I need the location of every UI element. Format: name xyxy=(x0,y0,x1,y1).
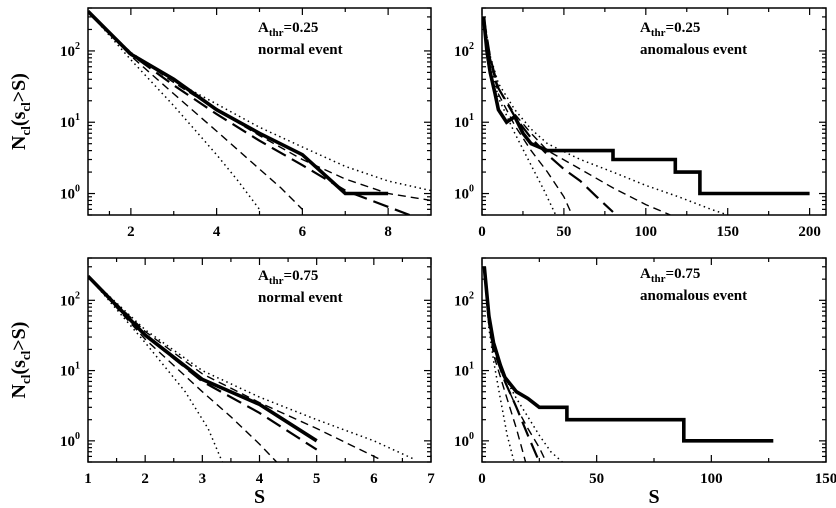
x-tick-label: 0 xyxy=(478,224,486,240)
series-dotted-upper xyxy=(88,10,431,192)
y-tick-label: 102 xyxy=(454,290,474,309)
x-tick-label: 200 xyxy=(798,224,821,240)
series-dash-upper xyxy=(88,10,431,202)
series-thick-solid xyxy=(482,16,810,196)
plot-frame xyxy=(481,7,827,216)
y-axis-title: Ncl(scl>S) xyxy=(8,73,33,150)
x-tick-label: 50 xyxy=(589,471,604,487)
y-axis-title: Ncl(scl>S) xyxy=(8,322,33,399)
threshold-annotation: Athr=0.25 xyxy=(640,20,700,39)
plot-frame xyxy=(87,257,432,463)
x-tick-label: 3 xyxy=(199,471,207,487)
x-tick-label: 2 xyxy=(141,471,149,487)
threshold-annotation: Athr=0.75 xyxy=(640,266,700,285)
y-tick-label: 101 xyxy=(60,112,80,131)
x-tick-label: 4 xyxy=(256,471,264,487)
panel-1: 100 101 102 2 4 6 8 Athr=0.25 normal event Ncl(sc… xyxy=(8,7,432,240)
y-tick-label: 101 xyxy=(454,361,474,380)
y-tick-label: 100 xyxy=(454,431,474,450)
series-dash-lower xyxy=(88,10,303,210)
x-tick-label: 1 xyxy=(84,471,92,487)
x-tick-label: 50 xyxy=(556,224,571,240)
event-annotation: normal event xyxy=(258,42,343,58)
event-annotation: anomalous event xyxy=(640,42,747,58)
x-tick-label: 100 xyxy=(635,224,658,240)
series-dash-lower xyxy=(483,266,527,462)
plot-frame xyxy=(87,7,432,216)
panel-2: 100 101 102 0 50 100 150 200 Athr=0.25 anomalous … xyxy=(454,7,827,240)
x-axis-title: S xyxy=(254,486,265,508)
y-tick-label: 100 xyxy=(60,431,80,450)
y-tick-label: 102 xyxy=(60,41,80,60)
x-tick-label: 5 xyxy=(313,471,321,487)
series-dotted-lower xyxy=(483,266,515,462)
threshold-annotation: Athr=0.75 xyxy=(258,268,318,287)
series-long-dash xyxy=(88,10,410,215)
series-dash-upper xyxy=(88,275,380,460)
panel-3: 100 101 102 1 2 3 4 5 6 7 Athr=0.75 normal event S Nc… xyxy=(8,257,435,508)
y-tick-label: 101 xyxy=(454,112,474,131)
series-dash-upper xyxy=(482,16,671,215)
series-dotted-lower xyxy=(88,275,223,462)
x-tick-label: 6 xyxy=(370,471,378,487)
x-tick-label: 0 xyxy=(478,471,486,487)
series-dash-lower xyxy=(88,275,278,462)
event-annotation: anomalous event xyxy=(640,288,747,304)
x-tick-label: 150 xyxy=(815,471,836,487)
series-dotted-upper xyxy=(483,266,563,462)
event-annotation: normal event xyxy=(258,290,343,306)
x-tick-label: 100 xyxy=(700,471,723,487)
series-dash-lower xyxy=(482,16,573,215)
y-tick-label: 100 xyxy=(60,184,80,203)
y-tick-label: 101 xyxy=(60,361,80,380)
y-tick-label: 102 xyxy=(454,41,474,60)
series-dash-upper xyxy=(483,266,547,462)
series-dotted-lower xyxy=(88,10,261,210)
threshold-annotation: Athr=0.25 xyxy=(258,20,318,39)
x-tick-label: 2 xyxy=(127,224,135,240)
x-tick-label: 8 xyxy=(384,224,392,240)
y-tick-label: 102 xyxy=(60,290,80,309)
x-tick-label: 7 xyxy=(427,471,435,487)
x-axis-title: S xyxy=(648,486,659,508)
series-dotted-lower xyxy=(482,16,557,215)
x-tick-label: 6 xyxy=(299,224,307,240)
x-tick-label: 4 xyxy=(213,224,221,240)
series-thick-solid xyxy=(482,266,774,443)
series-dotted-upper xyxy=(88,275,415,460)
y-tick-label: 100 xyxy=(454,184,474,203)
panel-4: 100 101 102 0 50 100 150 Athr=0.75 anomalous eve… xyxy=(454,257,836,508)
x-tick-label: 150 xyxy=(716,224,739,240)
series-long-dash xyxy=(88,275,318,451)
